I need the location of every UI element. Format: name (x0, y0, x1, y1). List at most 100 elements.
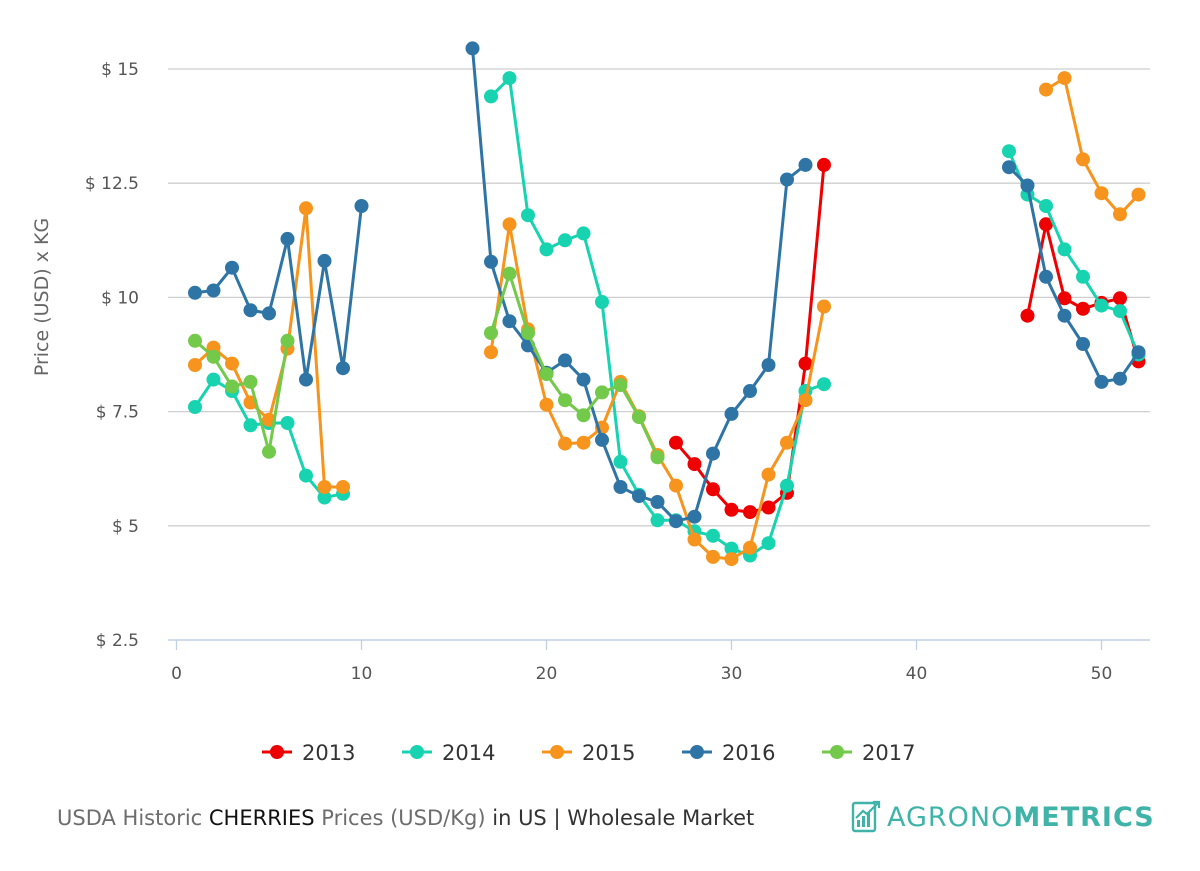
data-point-2014[interactable] (299, 468, 313, 483)
data-point-2015[interactable] (743, 540, 757, 555)
data-point-2013[interactable] (687, 457, 702, 472)
data-point-2016[interactable] (1039, 269, 1053, 284)
data-point-2013[interactable] (724, 502, 739, 517)
legend-item-2016[interactable]: 2016 (682, 741, 775, 765)
data-point-2016[interactable] (650, 495, 665, 509)
data-point-2015[interactable] (687, 532, 702, 547)
data-point-2017[interactable] (613, 378, 628, 393)
data-point-2015[interactable] (1076, 152, 1090, 167)
data-point-2016[interactable] (706, 446, 720, 461)
legend[interactable]: 2013 2014 2015 2016 2017 (262, 741, 915, 765)
data-point-2015[interactable] (558, 436, 572, 451)
data-point-2014[interactable] (1057, 242, 1072, 257)
data-point-2014[interactable] (761, 536, 776, 551)
data-point-2017[interactable] (502, 266, 517, 281)
data-point-2016[interactable] (687, 509, 702, 524)
data-point-2014[interactable] (502, 71, 517, 86)
data-point-2014[interactable] (576, 226, 591, 241)
data-point-2016[interactable] (354, 199, 369, 213)
data-point-2017[interactable] (225, 379, 239, 394)
data-point-2014[interactable] (1039, 199, 1053, 213)
data-point-2014[interactable] (539, 242, 554, 257)
data-point-2013[interactable] (817, 157, 831, 172)
data-point-2014[interactable] (243, 418, 258, 433)
data-point-2015[interactable] (761, 467, 776, 482)
data-point-2017[interactable] (484, 326, 498, 340)
data-point-2014[interactable] (558, 233, 572, 248)
data-point-2017[interactable] (188, 333, 202, 348)
data-point-2016[interactable] (613, 480, 628, 494)
data-point-2015[interactable] (502, 217, 517, 232)
data-point-2014[interactable] (1113, 304, 1127, 319)
data-point-2016[interactable] (1131, 345, 1146, 360)
data-point-2013[interactable] (1057, 291, 1072, 306)
data-point-2013[interactable] (706, 482, 720, 497)
data-point-2015[interactable] (706, 549, 720, 564)
data-point-2014[interactable] (780, 478, 794, 493)
data-point-2016[interactable] (465, 41, 480, 56)
data-point-2014[interactable] (1076, 269, 1090, 284)
legend-item-2015[interactable]: 2015 (542, 741, 635, 765)
data-point-2017[interactable] (576, 408, 591, 423)
data-point-2016[interactable] (502, 314, 517, 329)
data-point-2016[interactable] (1076, 337, 1090, 351)
data-point-2014[interactable] (650, 513, 665, 528)
data-point-2016[interactable] (669, 514, 683, 529)
data-point-2016[interactable] (243, 303, 258, 318)
data-point-2015[interactable] (1131, 187, 1146, 202)
data-point-2014[interactable] (188, 400, 202, 414)
data-point-2015[interactable] (1094, 186, 1109, 201)
data-point-2014[interactable] (317, 490, 332, 505)
data-point-2016[interactable] (1002, 160, 1016, 175)
data-point-2016[interactable] (484, 254, 498, 269)
data-point-2016[interactable] (188, 285, 202, 300)
data-point-2014[interactable] (1094, 298, 1109, 313)
data-point-2013[interactable] (1113, 291, 1127, 306)
legend-item-2017[interactable]: 2017 (822, 741, 915, 765)
data-point-2013[interactable] (761, 500, 776, 515)
data-point-2016[interactable] (317, 253, 332, 268)
data-point-2014[interactable] (724, 541, 739, 556)
data-point-2016[interactable] (1113, 371, 1127, 386)
data-point-2015[interactable] (188, 358, 202, 372)
data-point-2015[interactable] (817, 299, 831, 314)
data-point-2015[interactable] (336, 480, 350, 494)
data-point-2016[interactable] (780, 172, 794, 187)
data-point-2016[interactable] (1020, 178, 1035, 193)
data-point-2013[interactable] (669, 435, 683, 450)
data-point-2017[interactable] (632, 410, 646, 425)
data-point-2013[interactable] (1020, 308, 1035, 323)
legend-item-2013[interactable]: 2013 (262, 741, 355, 765)
data-point-2016[interactable] (299, 372, 313, 387)
data-point-2013[interactable] (743, 505, 757, 520)
data-point-2017[interactable] (539, 367, 554, 382)
data-point-2014[interactable] (613, 454, 628, 469)
data-point-2017[interactable] (521, 326, 535, 340)
data-point-2017[interactable] (650, 450, 665, 465)
data-point-2016[interactable] (632, 489, 646, 504)
agronometrics-logo[interactable]: AGRONOMETRICS (851, 799, 1155, 835)
data-point-2015[interactable] (1113, 207, 1127, 222)
data-point-2015[interactable] (576, 435, 591, 450)
data-point-2016[interactable] (262, 306, 276, 321)
data-point-2015[interactable] (225, 356, 239, 371)
data-point-2017[interactable] (262, 444, 276, 459)
data-point-2016[interactable] (225, 260, 239, 275)
data-point-2015[interactable] (724, 552, 739, 567)
data-point-2016[interactable] (558, 353, 572, 368)
data-point-2016[interactable] (206, 283, 221, 298)
data-point-2016[interactable] (595, 432, 609, 447)
data-point-2013[interactable] (1076, 301, 1090, 316)
data-point-2016[interactable] (761, 358, 776, 372)
legend-item-2014[interactable]: 2014 (402, 741, 495, 765)
data-point-2017[interactable] (206, 349, 221, 364)
data-point-2016[interactable] (336, 361, 350, 376)
data-point-2016[interactable] (743, 384, 757, 398)
data-point-2014[interactable] (595, 295, 609, 309)
data-point-2016[interactable] (1094, 374, 1109, 389)
data-point-2015[interactable] (798, 393, 813, 408)
data-point-2015[interactable] (539, 397, 554, 412)
data-point-2014[interactable] (280, 416, 295, 430)
data-point-2017[interactable] (243, 374, 258, 389)
data-point-2017[interactable] (558, 393, 572, 408)
